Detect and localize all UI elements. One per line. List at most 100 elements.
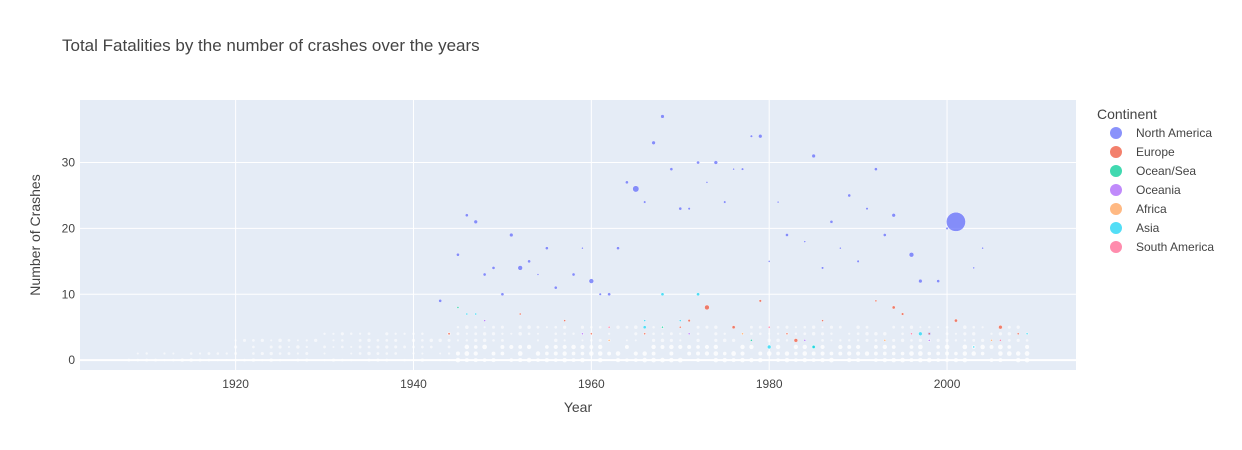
data-point[interactable]	[981, 246, 984, 250]
data-point[interactable]	[651, 140, 656, 145]
data-point[interactable]	[669, 167, 674, 171]
data-point[interactable]	[553, 285, 558, 290]
data-point[interactable]	[1025, 332, 1029, 335]
data-point[interactable]	[829, 220, 834, 224]
data-point[interactable]	[456, 306, 460, 309]
data-point[interactable]	[908, 252, 915, 258]
data-point[interactable]	[679, 325, 682, 329]
data-point[interactable]	[883, 233, 887, 237]
data-point[interactable]	[696, 160, 700, 165]
data-point[interactable]	[821, 266, 825, 270]
data-point[interactable]	[500, 292, 505, 297]
data-point[interactable]	[687, 207, 691, 211]
data-point[interactable]	[856, 259, 860, 263]
data-point[interactable]	[847, 193, 852, 198]
data-point[interactable]	[883, 339, 887, 342]
data-point[interactable]	[750, 339, 753, 342]
data-point[interactable]	[607, 292, 611, 297]
data-point[interactable]	[473, 219, 478, 224]
data-point[interactable]	[588, 278, 594, 284]
data-point[interactable]	[767, 260, 771, 263]
data-point[interactable]	[793, 338, 798, 343]
data-point[interactable]	[581, 332, 584, 335]
data-point[interactable]	[811, 345, 816, 349]
data-point[interactable]	[509, 232, 514, 238]
data-point[interactable]	[776, 200, 780, 204]
data-point[interactable]	[811, 153, 816, 159]
data-point[interactable]	[918, 278, 923, 284]
data-point[interactable]	[741, 332, 744, 335]
legend-item[interactable]: Oceania	[1110, 183, 1181, 197]
data-point[interactable]	[972, 266, 975, 270]
data-point[interactable]	[661, 325, 664, 329]
data-point[interactable]	[928, 339, 931, 342]
data-point[interactable]	[874, 167, 878, 171]
data-point[interactable]	[865, 207, 869, 211]
data-point[interactable]	[891, 213, 896, 218]
data-point[interactable]	[946, 212, 966, 232]
data-point[interactable]	[936, 279, 940, 283]
data-point[interactable]	[483, 319, 486, 322]
data-point[interactable]	[571, 272, 576, 277]
data-point[interactable]	[465, 312, 469, 316]
data-point[interactable]	[918, 331, 923, 336]
data-point[interactable]	[741, 167, 744, 171]
data-point[interactable]	[928, 332, 931, 335]
data-point[interactable]	[687, 332, 691, 335]
data-point[interactable]	[632, 185, 640, 193]
data-point[interactable]	[705, 181, 709, 184]
data-point[interactable]	[874, 299, 878, 303]
data-point[interactable]	[821, 319, 824, 322]
data-point[interactable]	[474, 312, 477, 316]
data-point[interactable]	[891, 305, 896, 310]
data-point[interactable]	[839, 246, 842, 250]
legend-item[interactable]: South America	[1110, 240, 1214, 254]
data-point[interactable]	[731, 325, 736, 329]
data-point[interactable]	[749, 134, 753, 138]
data-point[interactable]	[687, 319, 691, 323]
data-point[interactable]	[643, 200, 647, 204]
data-point[interactable]	[598, 292, 602, 296]
legend-item[interactable]: Africa	[1110, 202, 1167, 216]
data-point[interactable]	[679, 319, 682, 322]
data-point[interactable]	[803, 240, 806, 243]
data-point[interactable]	[456, 252, 460, 257]
data-point[interactable]	[803, 339, 806, 342]
data-point[interactable]	[723, 200, 727, 204]
legend-item[interactable]: Ocean/Sea	[1110, 164, 1196, 178]
data-point[interactable]	[767, 325, 771, 329]
data-point[interactable]	[643, 332, 646, 335]
data-point[interactable]	[607, 339, 611, 342]
data-point[interactable]	[678, 206, 683, 211]
data-point[interactable]	[660, 292, 665, 297]
data-point[interactable]	[563, 319, 566, 322]
data-point[interactable]	[713, 160, 718, 165]
data-point[interactable]	[607, 325, 611, 329]
data-point[interactable]	[1016, 332, 1020, 335]
data-point[interactable]	[643, 319, 646, 322]
data-point[interactable]	[581, 246, 584, 250]
data-point[interactable]	[447, 332, 451, 336]
data-point[interactable]	[527, 259, 531, 264]
data-point[interactable]	[438, 299, 442, 303]
data-point[interactable]	[536, 273, 540, 276]
data-point[interactable]	[482, 272, 487, 277]
data-point[interactable]	[910, 332, 913, 335]
data-point[interactable]	[625, 180, 629, 185]
data-point[interactable]	[642, 325, 647, 329]
data-point[interactable]	[732, 167, 735, 171]
data-point[interactable]	[590, 332, 593, 335]
data-point[interactable]	[545, 246, 549, 250]
data-point[interactable]	[767, 344, 772, 350]
legend-item[interactable]: Asia	[1110, 221, 1160, 235]
legend-item[interactable]: Europe	[1110, 145, 1175, 159]
data-point[interactable]	[517, 265, 523, 271]
data-point[interactable]	[465, 213, 469, 218]
data-point[interactable]	[999, 339, 1002, 342]
data-point[interactable]	[901, 312, 905, 316]
legend-item[interactable]: North America	[1110, 126, 1212, 140]
data-point[interactable]	[785, 233, 789, 237]
data-point[interactable]	[704, 304, 710, 311]
data-point[interactable]	[954, 318, 958, 323]
data-point[interactable]	[972, 345, 975, 349]
